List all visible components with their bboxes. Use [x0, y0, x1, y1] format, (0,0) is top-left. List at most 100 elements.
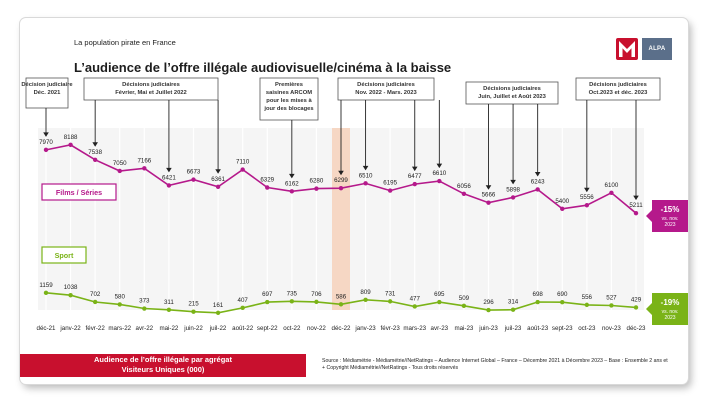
data-label: 6673 — [187, 169, 201, 176]
data-label: 695 — [434, 291, 445, 298]
annotation-box — [25, 77, 69, 109]
slide: La population pirate en France L’audienc… — [20, 18, 688, 384]
data-label: 5556 — [580, 194, 594, 201]
data-point — [215, 184, 221, 189]
x-tick-label: mars-22 — [108, 325, 131, 332]
series-name-label: Sport — [55, 251, 74, 260]
data-label: 5666 — [482, 192, 496, 199]
audience-chart: 7970 8188 7538 7050 7166 6421 6673 6361 7110 6329… — [21, 77, 688, 332]
data-point — [461, 303, 467, 309]
annotation-box — [465, 81, 559, 105]
data-point — [560, 206, 565, 212]
data-label: 6610 — [432, 170, 446, 177]
annotation-box — [259, 77, 319, 121]
x-tick-label: janv-22 — [59, 325, 81, 332]
badge-percent: -19% — [661, 298, 680, 307]
annotation-text: Décisions judiciaires — [589, 82, 647, 88]
data-point — [437, 178, 442, 184]
annotation-arrowhead — [166, 167, 172, 173]
data-point — [461, 191, 467, 196]
annotation-arrowhead — [43, 132, 49, 137]
data-label: 1038 — [64, 284, 78, 291]
data-label: 6280 — [310, 178, 324, 185]
data-point — [265, 299, 270, 305]
annotation-text: Premières — [275, 82, 303, 88]
x-tick-label: sept-23 — [552, 325, 573, 332]
annotation-arrowhead — [534, 171, 541, 177]
data-point — [142, 306, 147, 311]
data-point — [486, 200, 491, 205]
data-point — [142, 166, 147, 171]
data-label: 215 — [188, 301, 199, 308]
badge-subtext: vs. nov. — [662, 216, 679, 222]
data-point — [510, 307, 516, 312]
chart-legend-box: Audience de l’offre illégale par agrégat… — [20, 354, 306, 377]
annotation-text: Déc. 2021 — [34, 90, 62, 96]
annotation-text: Juin, Juillet et Août 2023 — [478, 94, 547, 100]
data-point — [240, 167, 245, 172]
data-point — [43, 147, 49, 153]
x-tick-label: oct-22 — [283, 325, 301, 332]
data-label: 6162 — [285, 180, 299, 187]
x-tick-label: nov-23 — [602, 325, 621, 332]
x-tick-label: mai-23 — [454, 325, 473, 332]
x-tick-label: juil-23 — [504, 325, 522, 332]
annotation-text: Décisions judiciaires — [357, 82, 415, 88]
data-point — [437, 299, 442, 305]
data-label: 6510 — [359, 172, 373, 179]
data-point — [609, 190, 614, 195]
data-point — [289, 299, 295, 304]
annotation-arrowhead — [338, 170, 344, 176]
data-label: 1159 — [39, 282, 53, 289]
data-point — [363, 297, 368, 303]
data-label: 698 — [533, 291, 544, 298]
x-tick-label: févr-23 — [381, 325, 401, 332]
annotation-arrowhead — [584, 187, 590, 193]
x-tick-label: mars-23 — [403, 325, 426, 332]
x-tick-label: févr-22 — [86, 325, 106, 332]
series-name-box — [41, 246, 87, 264]
data-point — [314, 299, 319, 305]
annotation-arrowhead — [510, 179, 516, 185]
badge-subtext: 2023 — [664, 315, 675, 321]
data-label: 7538 — [88, 149, 102, 156]
x-tick-label: juin-22 — [183, 325, 203, 332]
series-name-label: Films / Séries — [56, 188, 102, 197]
data-point — [117, 302, 122, 307]
alpa-logo: ALPA — [642, 38, 672, 60]
legend-line-2: Visiteurs Uniques (000) — [121, 365, 205, 374]
data-label: 8188 — [64, 134, 78, 141]
badge-subtext: vs. nov. — [662, 309, 679, 315]
data-point — [584, 203, 590, 208]
data-label: 161 — [213, 302, 224, 309]
x-tick-label: août-23 — [527, 325, 549, 332]
badge-percent: -15% — [661, 205, 680, 214]
data-label: 373 — [139, 298, 150, 305]
annotation-text: saisines ARCOM — [266, 90, 312, 96]
annotation-arrowhead — [436, 163, 443, 169]
data-label: 556 — [582, 294, 593, 301]
data-point — [191, 309, 196, 314]
data-label: 706 — [311, 291, 322, 298]
x-tick-label: janv-23 — [354, 325, 376, 332]
data-point — [412, 181, 417, 187]
x-tick-label: nov-22 — [307, 325, 326, 332]
data-point — [535, 187, 540, 192]
data-label: 7050 — [113, 160, 127, 167]
data-label: 6100 — [605, 182, 619, 189]
data-point — [510, 195, 516, 200]
data-point — [633, 305, 639, 310]
data-point — [117, 168, 122, 174]
annotation-arrowhead — [92, 142, 98, 147]
x-tick-label: oct-23 — [578, 325, 596, 332]
data-point — [68, 142, 73, 148]
data-label: 477 — [410, 295, 421, 302]
data-label: 509 — [459, 295, 470, 302]
annotation-text: Février, Mai et Juillet 2022 — [115, 90, 187, 96]
data-point — [387, 188, 393, 193]
x-tick-label: mai-22 — [159, 325, 178, 332]
data-point — [92, 157, 98, 162]
data-point — [560, 300, 565, 305]
data-label: 6361 — [211, 176, 225, 183]
change-badge — [652, 293, 688, 325]
